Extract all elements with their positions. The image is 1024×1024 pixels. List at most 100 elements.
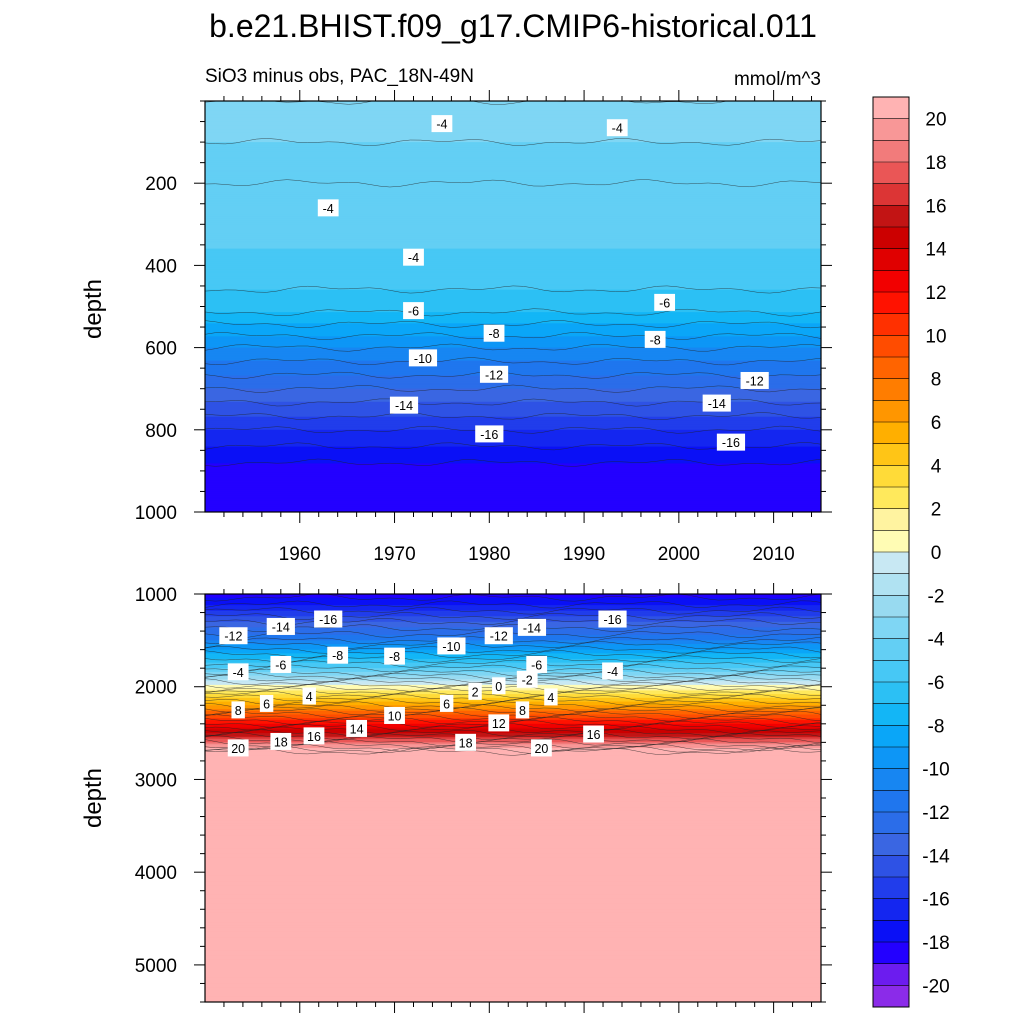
contour-band (205, 272, 821, 276)
contour-band (205, 323, 821, 326)
contour-band (205, 213, 821, 216)
colorbar-swatch (873, 898, 909, 921)
contour-band (205, 768, 821, 771)
contour-band (205, 922, 821, 925)
contour-line (205, 723, 821, 731)
contour-label-box (483, 324, 505, 342)
contour-label-box (702, 394, 731, 412)
contour-band (205, 964, 821, 968)
contour-band (205, 502, 821, 506)
contour-band (205, 938, 821, 942)
contour-label: -14 (266, 617, 295, 635)
contour-band (205, 725, 821, 729)
colorbar-swatch (873, 725, 909, 748)
contour-label-box (259, 694, 274, 712)
contour-band (205, 416, 821, 420)
contour-band (205, 940, 821, 944)
contour-band (205, 918, 821, 922)
contour-band (205, 254, 821, 257)
contour-band (205, 977, 821, 981)
contour-band (205, 244, 821, 248)
contour-band (205, 684, 821, 688)
contour-band (205, 216, 821, 220)
contour-label-text: -8 (488, 327, 499, 341)
y-tick-label: 800 (145, 421, 177, 442)
contour-label: -8 (644, 330, 666, 348)
contour-band (205, 881, 821, 885)
contour-label-box (384, 706, 405, 724)
contour-band (205, 312, 821, 315)
contour-band (205, 480, 821, 483)
contour-band (205, 104, 821, 108)
contour-label-text: 20 (231, 742, 245, 756)
contour-band (205, 114, 821, 117)
contour-band (205, 362, 821, 366)
contour-label: -4 (431, 115, 453, 133)
contour-label: -4 (602, 662, 623, 680)
contour-band (205, 319, 821, 323)
contour-band (205, 384, 821, 388)
contour-band (205, 911, 821, 914)
contour-band (205, 454, 821, 457)
colorbar-swatch (873, 942, 909, 964)
contour-band (205, 155, 821, 158)
contour-band (205, 785, 821, 788)
contour-band (205, 478, 821, 482)
contour-band (205, 429, 821, 433)
contour-label: 6 (259, 694, 274, 712)
x-tick-label: 1990 (563, 544, 605, 565)
contour-band (205, 937, 821, 940)
contour-band (205, 459, 821, 463)
contour-band (205, 140, 821, 143)
contour-band (205, 857, 821, 860)
contour-band (205, 261, 821, 265)
contour-label-text: -8 (332, 649, 343, 663)
contour-band (205, 371, 821, 375)
contour-band (205, 101, 821, 104)
contour-band (205, 510, 821, 512)
contour-label-box (468, 682, 482, 700)
contour-label-box (431, 115, 453, 133)
contour-label-text: -4 (408, 251, 419, 265)
contour-band (205, 401, 821, 405)
colorbar-swatch (873, 877, 909, 899)
contour-band (205, 287, 821, 291)
colorbar-swatch (873, 833, 909, 856)
contour-band (205, 621, 821, 625)
contour-band (205, 916, 821, 920)
contour-band (205, 302, 821, 306)
contour-band (205, 220, 821, 224)
contour-line (205, 357, 821, 366)
contour-band (205, 396, 821, 399)
contour-band (205, 123, 821, 127)
contour-band (205, 498, 821, 502)
contour-band (205, 222, 821, 226)
contour-band (205, 944, 821, 948)
contour-band (205, 130, 821, 134)
contour-band (205, 688, 821, 692)
contour-band (205, 360, 821, 364)
contour-band (205, 482, 821, 485)
contour-label-text: -14 (523, 621, 541, 635)
contour-band (205, 295, 821, 298)
contour-line (205, 370, 821, 379)
contour-band (205, 336, 821, 340)
contour-band (205, 508, 821, 511)
colorbar-swatch (873, 487, 909, 509)
colorbar-swatch (873, 313, 909, 336)
colorbar-swatch (873, 378, 909, 401)
contour-band (205, 608, 821, 612)
contour-label-text: -4 (436, 118, 447, 132)
contour-band (205, 151, 821, 155)
contour-band (205, 168, 821, 171)
contour-band (205, 898, 821, 901)
contour-line (205, 654, 821, 663)
colorbar-swatch (873, 183, 909, 206)
contour-label-text: -12 (485, 368, 503, 382)
colorbar-swatch (873, 985, 909, 1008)
contour-band (205, 207, 821, 211)
colorbar-swatch (873, 357, 909, 379)
contour-band (205, 381, 821, 384)
contour-band (205, 849, 821, 853)
contour-band (205, 119, 821, 123)
